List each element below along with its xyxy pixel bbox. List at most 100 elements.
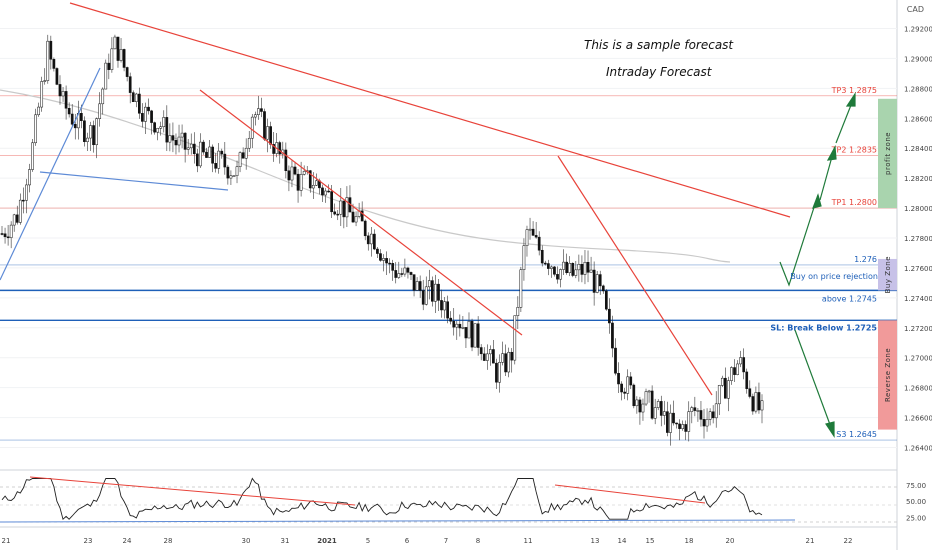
candle-body [409,272,413,275]
candle-body [635,399,639,407]
price-axis: 1.29200 1.29000 1.28800 1.28600 1.28400 1.282… [904,25,932,452]
candle-body [437,283,440,301]
candle-body [226,166,230,179]
candle-body [345,197,349,218]
candle-body [754,392,758,412]
zone-profit [878,98,897,209]
candle-body [183,132,187,150]
candle-body [55,68,59,85]
level-label-tp1: TP1 1.2800 [831,198,877,207]
candle-body [98,103,102,119]
candle-body [479,347,483,355]
candle-body [397,273,401,278]
candle-body [165,117,169,143]
candle-body [220,150,224,155]
candle-body [516,307,520,316]
candle-body [83,120,86,142]
candle-body [730,367,733,381]
candle-body [464,327,468,339]
x-tick-label: 24 [123,537,132,545]
forecast-subtitle: Intraday Forecast [606,65,712,79]
candle-body [492,349,495,364]
downtrend-line-3 [557,155,713,396]
candle-body [376,248,379,254]
candle-body [214,163,218,169]
candle-body [315,180,318,186]
tp2-arrow [819,152,834,201]
candle-body [617,372,620,385]
candle-body [25,184,28,201]
candle-body [647,390,651,393]
candle-body [330,191,333,213]
x-tick-label: 22 [844,537,853,545]
candle-body [388,262,391,265]
candlestick-series [0,34,764,446]
x-tick-label: 2021 [317,537,337,545]
y-tick-label: 1.28000 [904,205,932,213]
candle-body [489,349,492,355]
candle-body [687,411,691,432]
candle-body [363,220,367,237]
candle-body [644,391,648,405]
candle-body [638,399,642,413]
level-label-buy: above 1.2745 [822,294,877,303]
candle-body [614,347,617,374]
candle-body [241,152,245,159]
zone-label-profit: profit zone [884,132,892,175]
candle-body [269,126,272,145]
candle-body [101,88,105,105]
candle-body [311,184,315,189]
candle-body [440,300,443,311]
candle-body [580,264,584,275]
candle-body [559,269,562,280]
candle-body [724,377,727,399]
buy-note: Buy on price rejection [790,272,878,281]
candle-body [717,385,721,405]
candle-body [565,261,569,274]
candle-body [650,390,654,419]
x-tick-label: 31 [281,537,290,545]
candle-body [272,144,275,154]
candle-body [446,301,449,319]
candle-body [699,410,703,420]
candle-body [171,135,175,141]
candle-body [28,169,31,186]
candle-body [760,400,764,411]
y-tick-label: 1.27200 [904,325,932,333]
candle-body [147,106,150,112]
candle-body [369,233,373,245]
candle-body [253,114,257,118]
candle-body [205,151,208,158]
y-tick-label: 1.29000 [904,55,932,63]
candle-body [452,320,456,328]
candle-body [531,228,535,236]
forecast-title: This is a sample forecast [584,38,734,52]
candle-body [266,126,269,140]
candle-body [199,141,202,167]
candle-body [727,380,730,399]
candle-body [180,132,184,138]
candle-body [470,320,474,348]
level-label-s3: S3 1.2645 [836,430,877,439]
candle-body [40,81,44,108]
candle-body [324,190,327,196]
candle-body [504,353,507,373]
major-downtrend-line [69,2,791,218]
downtrend-line-2 [199,89,523,336]
candle-body [434,283,437,302]
candle-body [15,214,19,223]
candle-body [537,236,541,251]
candle-body [604,290,608,310]
candle-body [113,36,117,50]
candle-body [229,175,233,179]
candle-body [513,315,517,361]
rsi-line [1,477,763,521]
candle-body [141,113,144,122]
candle-body [556,274,559,280]
candle-body [424,286,428,305]
candle-body [412,274,416,291]
candle-body [742,357,746,373]
y-tick-label: 1.29200 [904,25,932,33]
candle-body [418,281,422,291]
candle-body [278,142,282,155]
